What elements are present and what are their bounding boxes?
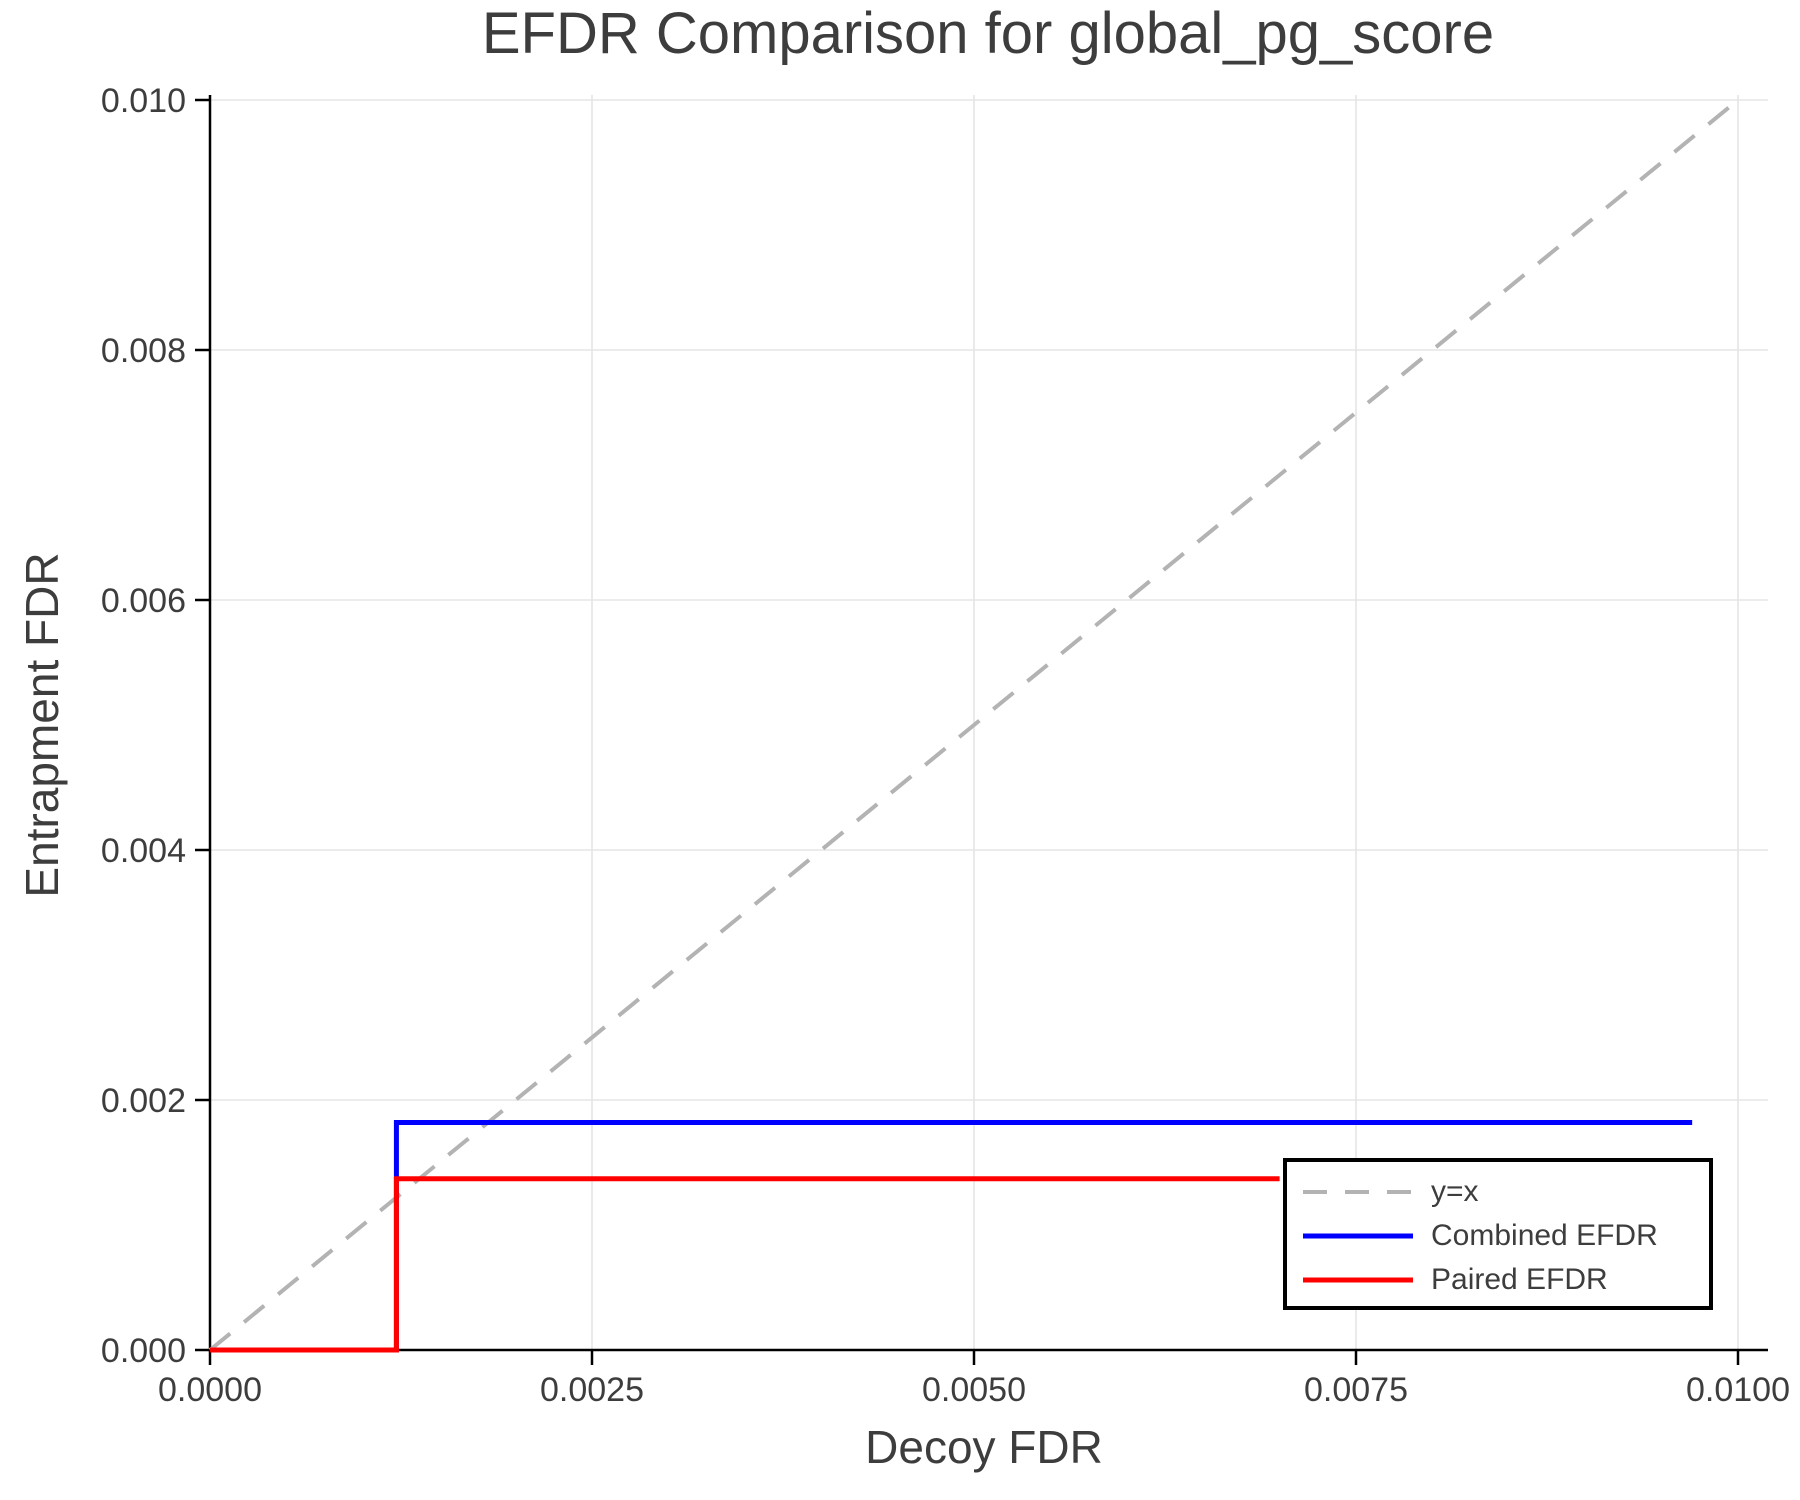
legend-item: Combined EFDR bbox=[1303, 1214, 1709, 1258]
legend-item: Paired EFDR bbox=[1303, 1258, 1709, 1302]
legend-line-sample-icon bbox=[1303, 1233, 1413, 1239]
y-tick-label: 0.000 bbox=[101, 1332, 186, 1370]
x-tick-label: 0.0025 bbox=[540, 1371, 644, 1409]
x-tick-label: 0.0000 bbox=[158, 1371, 262, 1409]
legend-label: Paired EFDR bbox=[1431, 1263, 1608, 1296]
y-axis-label: Entrapment FDR bbox=[16, 552, 68, 898]
series-line-paired-efdr bbox=[210, 1176, 1280, 1353]
legend-label: Combined EFDR bbox=[1431, 1219, 1658, 1252]
chart-title: EFDR Comparison for global_pg_score bbox=[481, 1, 1495, 66]
x-tick-label: 0.0050 bbox=[922, 1371, 1026, 1409]
y-tick-label: 0.010 bbox=[101, 82, 186, 120]
y-tick-label: 0.008 bbox=[101, 332, 186, 370]
x-tick-label: 0.0100 bbox=[1686, 1371, 1790, 1409]
y-tick-label: 0.002 bbox=[101, 1082, 186, 1120]
legend-line-sample-icon bbox=[1303, 1277, 1413, 1283]
y-tick-label: 0.006 bbox=[101, 582, 186, 620]
y-tick-label: 0.004 bbox=[101, 832, 186, 870]
legend-item: y=x bbox=[1303, 1170, 1709, 1214]
legend-line-sample-icon bbox=[1303, 1190, 1413, 1194]
x-tick-label: 0.0075 bbox=[1304, 1371, 1408, 1409]
legend-box: y=x Combined EFDR Paired EFDR bbox=[1283, 1158, 1713, 1310]
series-line-y-x bbox=[208, 98, 1740, 1352]
legend-label: y=x bbox=[1431, 1175, 1479, 1208]
x-axis-label: Decoy FDR bbox=[865, 1421, 1103, 1473]
